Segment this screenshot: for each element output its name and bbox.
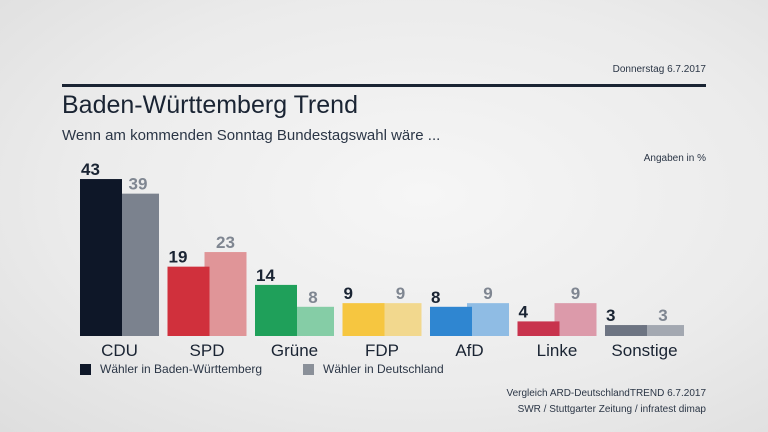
category-label-fdp: FDP: [365, 341, 399, 360]
source-line-2: SWR / Stuttgarter Zeitung / infratest di…: [517, 404, 706, 415]
value-label-de-gr-ne: 8: [308, 288, 317, 307]
header-rule: [62, 84, 706, 87]
bar-de-spd: [204, 252, 247, 336]
chart-title: Baden-Württemberg Trend: [62, 91, 358, 119]
value-label-de-sonstige: 3: [658, 306, 667, 325]
bar-chart: 43 39 CDU 19 23 SPD 14 8 Grüne 9 9 FDP 8 9 AfD 4 9 Linke 3…: [80, 160, 684, 360]
legend-swatch-de: [303, 363, 314, 375]
bar-de-linke: [554, 303, 597, 336]
value-label-bw-linke: 4: [519, 302, 529, 321]
category-label-spd: SPD: [190, 341, 225, 360]
unit-label: Angaben in %: [643, 153, 706, 164]
bar-bw-fdp: [342, 303, 385, 336]
value-label-de-fdp: 9: [396, 284, 405, 303]
legend-item-bw: Wähler in Baden-Württemberg: [80, 362, 262, 376]
chart-subtitle: Wenn am kommenden Sonntag Bundestagswahl…: [62, 127, 441, 144]
date-label: Donnerstag 6.7.2017: [612, 64, 706, 75]
legend-label-de: Wähler in Deutschland: [323, 362, 444, 376]
value-label-bw-sonstige: 3: [606, 306, 615, 325]
value-label-de-afd: 9: [483, 284, 492, 303]
source-line-1: Vergleich ARD-DeutschlandTREND 6.7.2017: [506, 388, 706, 399]
bar-de-afd: [467, 303, 509, 336]
source-note: Vergleich ARD-DeutschlandTREND 6.7.2017 …: [506, 386, 706, 418]
bar-bw-afd: [430, 306, 472, 336]
bar-bw-sonstige: [605, 325, 647, 336]
value-label-de-linke: 9: [571, 284, 580, 303]
bar-bw-cdu: [80, 179, 122, 336]
legend-swatch-bw: [80, 363, 91, 375]
category-label-linke: Linke: [537, 341, 578, 360]
category-label-afd: AfD: [455, 341, 483, 360]
value-label-bw-gr-ne: 14: [256, 266, 275, 285]
value-label-de-cdu: 39: [129, 175, 148, 194]
bar-bw-gr-ne: [255, 284, 297, 336]
bar-de-gr-ne: [292, 306, 334, 336]
bar-bw-spd: [167, 266, 210, 336]
bar-de-cdu: [117, 193, 159, 336]
value-label-de-spd: 23: [216, 233, 235, 252]
bar-de-sonstige: [642, 325, 684, 336]
legend-item-de: Wähler in Deutschland: [303, 362, 444, 376]
bar-de-fdp: [379, 303, 422, 336]
category-label-cdu: CDU: [101, 341, 138, 360]
legend-label-bw: Wähler in Baden-Württemberg: [100, 362, 263, 376]
category-label-gr-ne: Grüne: [271, 341, 318, 360]
bar-bw-linke: [517, 321, 560, 336]
value-label-bw-cdu: 43: [81, 160, 100, 179]
value-label-bw-spd: 19: [169, 248, 188, 267]
category-label-sonstige: Sonstige: [611, 341, 677, 360]
value-label-bw-afd: 8: [431, 288, 440, 307]
value-label-bw-fdp: 9: [344, 284, 353, 303]
